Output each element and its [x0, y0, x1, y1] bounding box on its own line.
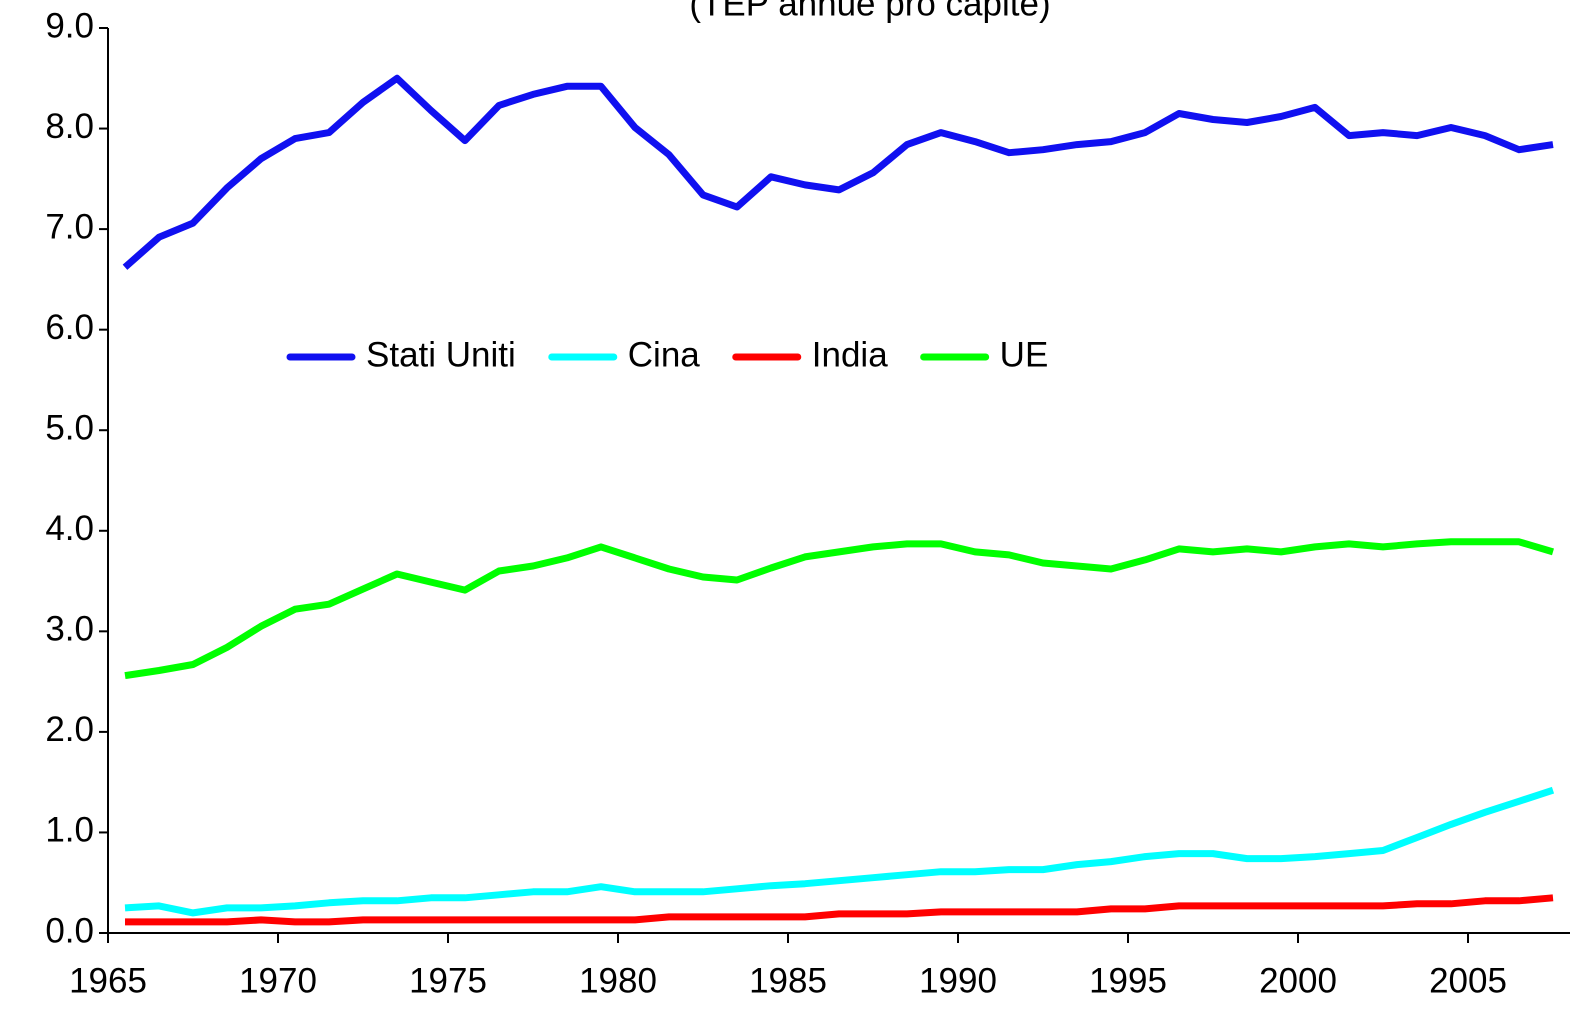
- x-tick-label: 1995: [1089, 961, 1167, 1000]
- y-tick-label: 0.0: [45, 911, 94, 950]
- y-tick-label: 5.0: [45, 408, 94, 447]
- legend-label: India: [812, 335, 888, 374]
- legend-label: UE: [1000, 335, 1049, 374]
- legend-label: Stati Uniti: [366, 335, 516, 374]
- y-tick-label: 2.0: [45, 710, 94, 749]
- y-tick-label: 8.0: [45, 107, 94, 146]
- series-line: [122, 74, 1554, 270]
- series-line: [125, 894, 1554, 926]
- x-tick-label: 1985: [749, 961, 827, 1000]
- y-tick-label: 6.0: [45, 308, 94, 347]
- y-tick-label: 9.0: [45, 6, 94, 45]
- series-line: [124, 538, 1554, 680]
- y-tick-label: 7.0: [45, 207, 94, 246]
- x-tick-label: 2005: [1429, 961, 1507, 1000]
- legend-label: Cina: [628, 335, 701, 374]
- x-tick-label: 1975: [409, 961, 487, 1000]
- y-tick-label: 3.0: [45, 610, 94, 649]
- series-line: [124, 786, 1555, 917]
- x-tick-label: 1990: [919, 961, 997, 1000]
- y-tick-label: 4.0: [45, 509, 94, 548]
- x-tick-label: 1965: [69, 961, 147, 1000]
- x-tick-label: 1970: [239, 961, 317, 1000]
- chart-title: (TEP annue pro capite): [689, 0, 1050, 23]
- x-tick-label: 1980: [579, 961, 657, 1000]
- x-tick-label: 2000: [1259, 961, 1337, 1000]
- y-tick-label: 1.0: [45, 811, 94, 850]
